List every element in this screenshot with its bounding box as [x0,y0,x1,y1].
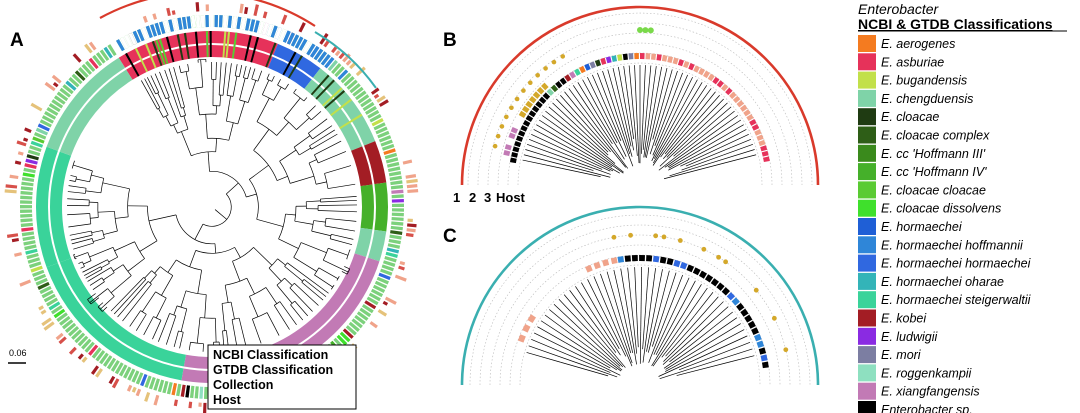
legend-item-label: E. cloacae complex [881,129,990,143]
legend-swatch [858,309,876,327]
panel-c-annotation-rings [460,205,820,386]
legend-item: E. hormaechei steigerwaltii [858,291,1032,309]
panel-b-semicircle-tree [460,5,820,186]
legend-item-label: E. asburiae [881,55,944,69]
legend-item-label: E. hormaechei hoffmannii [881,238,1024,252]
legend-item-label: E. aerogenes [881,37,955,51]
legend-item-label: E. hormaechei [881,220,963,234]
key-line-host: Host [213,393,242,407]
legend-item: E. cloacae dissolvens [858,199,1001,217]
legend-item: E. cloacae [858,108,939,126]
legend-item: Enterobacter sp. [858,401,973,413]
legend-swatch [858,218,876,235]
legend-item: E. aerogenes [858,35,955,52]
legend-item-label: E. cloacae dissolvens [881,202,1001,216]
key-line-gtdb: GTDB Classification [213,363,333,377]
panel-a-clade-arc-teal [314,31,377,89]
track-host-label: Host [496,190,526,205]
panel-c-label: C [443,226,457,247]
panel-b-label: B [443,30,457,51]
legend-swatch [858,401,876,413]
legend-item-label: E. chengduensis [881,92,973,106]
legend-swatch [858,35,876,52]
legend-item: E. hormaechei hoffmannii [858,236,1024,254]
legend-item: E. bugandensis [858,71,967,89]
legend-swatch [858,272,876,290]
legend-item: E. cc 'Hoffmann IV' [858,163,987,181]
legend-item: E. hormaechei hormaechei [858,254,1032,272]
legend-subtitle: NCBI & GTDB Classifications [858,16,1053,32]
panel-a-label: A [10,30,24,51]
legend-item: E. kobei [858,309,927,327]
legend-item: E. xiangfangensis [858,382,980,400]
legend-item-label: Enterobacter sp. [881,403,973,413]
legend-item-label: E. cloacae [881,110,939,124]
legend-swatch [858,346,876,364]
legend-item-label: E. bugandensis [881,74,967,88]
legend-item-label: E. kobei [881,312,927,326]
legend-item: E. hormaechei oharae [858,272,1004,290]
legend-swatch [858,199,876,217]
legend-swatch [858,291,876,309]
track-3-label: 3 [484,190,491,205]
legend-item-label: E. cloacae cloacae [881,183,986,197]
legend-item: E. roggenkampii [858,364,973,382]
legend-title: Enterobacter [858,1,939,17]
legend-swatch [858,144,876,162]
panel-a-tree [67,58,357,352]
legend-item-label: E. roggenkampii [881,366,973,380]
legend-item: E. hormaechei [858,218,963,235]
legend-swatch [858,364,876,382]
legend-swatch [858,53,876,71]
legend-item-label: E. cc 'Hoffmann III' [881,147,986,161]
legend-item: E. cc 'Hoffmann III' [858,144,986,162]
legend-item: E. ludwigii [858,327,938,345]
key-line-ncbi: NCBI Classification [213,348,328,362]
legend-item: E. cloacae cloacae [858,181,986,199]
panel-b-tree [522,65,757,180]
key-line-collection: Collection [213,378,273,392]
legend-item-label: E. hormaechei steigerwaltii [881,293,1032,307]
legend-item: E. chengduensis [858,89,973,107]
legend-swatch [858,89,876,107]
legend-swatch [858,382,876,400]
legend-item: E. cloacae complex [858,126,990,144]
track-1-label: 1 [453,190,460,205]
legend-swatch [858,181,876,199]
scale-label: 0.06 [9,348,27,358]
legend-swatch [858,126,876,144]
legend-swatch [858,163,876,181]
legend-item-label: E. hormaechei oharae [881,275,1004,289]
legend-swatch [858,327,876,345]
legend-item: E. mori [858,346,922,364]
legend-swatch [858,108,876,126]
legend-item-label: E. ludwigii [881,330,938,344]
track-key-box: NCBI Classification GTDB Classification … [207,344,357,410]
panel-b-annotation-rings [460,5,820,186]
legend-item-label: E. xiangfangensis [881,385,980,399]
panel-c-tree [526,267,755,380]
legend-item-label: E. cc 'Hoffmann IV' [881,165,987,179]
legend-swatch [858,254,876,272]
legend-item: E. asburiae [858,53,944,71]
track-2-label: 2 [469,190,476,205]
legend-item-label: E. hormaechei hormaechei [881,257,1032,271]
panel-c-semicircle-tree [460,205,820,386]
legend-swatch [858,71,876,89]
legend-swatch [858,236,876,254]
panel-a-clade-arc-red [99,0,316,27]
species-legend: Enterobacter NCBI & GTDB Classifications… [858,1,1067,413]
legend-item-label: E. mori [881,348,922,362]
